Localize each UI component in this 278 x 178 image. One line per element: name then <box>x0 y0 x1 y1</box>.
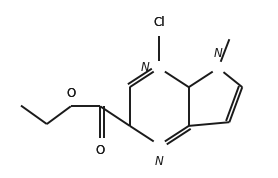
Text: N: N <box>140 61 149 74</box>
Text: Cl: Cl <box>153 16 165 29</box>
Text: N: N <box>155 155 164 168</box>
Text: O: O <box>96 144 105 157</box>
Text: O: O <box>66 87 75 100</box>
Text: O: O <box>96 144 105 157</box>
Text: N: N <box>214 47 223 60</box>
Text: Cl: Cl <box>153 16 165 29</box>
Text: O: O <box>66 87 75 100</box>
